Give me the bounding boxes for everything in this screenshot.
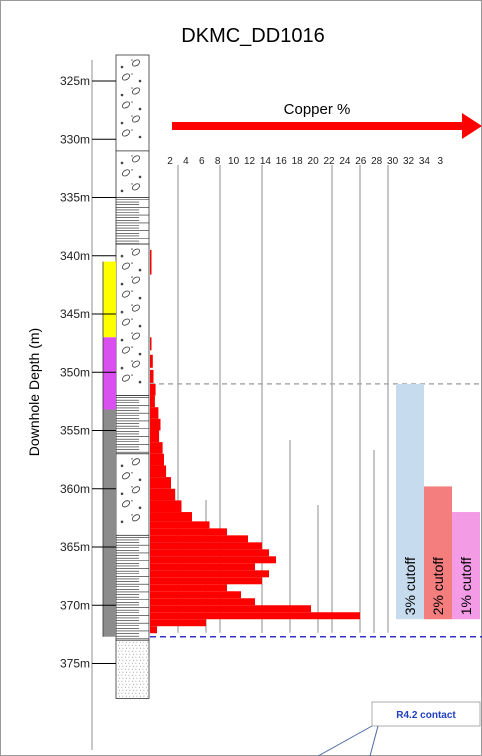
cutoff-bar — [396, 383, 424, 620]
copper-bar — [150, 521, 210, 529]
copper-bar — [150, 430, 160, 443]
copper-profile — [150, 249, 360, 634]
lithology-unit — [115, 150, 150, 198]
x-tick-label: 28 — [371, 156, 383, 167]
copper-bar — [150, 570, 269, 578]
copper-bar — [150, 249, 152, 262]
y-tick-label: 375m — [60, 657, 90, 671]
callout-line — [317, 725, 373, 756]
contact-label-box — [371, 701, 481, 727]
copper-bar — [150, 465, 167, 478]
lithology-unit — [115, 453, 150, 536]
x-tick-label: 12 — [244, 156, 256, 167]
domain-bar — [102, 261, 116, 637]
cutoff-bars: 3% cutoff 2% cutoff 1% cutoff — [396, 383, 480, 620]
y-tick-label: 355m — [60, 424, 90, 438]
lithology-unit — [115, 243, 150, 396]
cutoff-bar — [452, 512, 480, 620]
x-tick-label: 4 — [183, 156, 189, 167]
x-tick-label: 26 — [355, 156, 367, 167]
copper-bar — [150, 556, 276, 564]
depth-axis: 325m 330m 335m 340m 345m 350m 355m 360m 365m 370m… — [60, 60, 116, 750]
y-tick-label: 365m — [60, 540, 90, 554]
y-tick-label: 350m — [60, 365, 90, 379]
x-tick-label: 3 — [438, 156, 444, 167]
lithology-column — [115, 54, 150, 699]
y-tick-label: 345m — [60, 307, 90, 321]
lithology-unit — [115, 197, 150, 245]
copper-bar — [150, 549, 269, 557]
cutoff-label: 3% cutoff — [402, 557, 418, 615]
lithology-unit — [115, 54, 150, 152]
copper-bar — [150, 407, 159, 419]
contact-label: R4.2 contact — [396, 710, 456, 721]
copper-bar — [150, 584, 227, 592]
domain-segment — [103, 409, 116, 637]
copper-bar — [150, 619, 206, 627]
x-tick-label: 22 — [323, 156, 335, 167]
copper-bar — [150, 488, 176, 501]
copper-bar — [150, 369, 154, 383]
copper-arrow-icon — [172, 113, 482, 139]
copper-bar — [150, 605, 311, 613]
copper-bar — [150, 542, 262, 550]
y-axis-label: Downhole Depth (m) — [26, 328, 42, 456]
copper-bar — [150, 626, 157, 634]
chart-title: DKMC_DD1016 — [181, 25, 324, 47]
lithology-unit — [115, 534, 150, 641]
x-tick-label: 6 — [199, 156, 205, 167]
cutoff-bar — [424, 486, 452, 620]
x-tick-label: 32 — [403, 156, 415, 167]
lithology-unit — [115, 639, 150, 699]
copper-bar — [150, 354, 153, 368]
y-tick-label: 370m — [60, 598, 90, 612]
x-tick-label: 34 — [419, 156, 431, 167]
copper-bar — [150, 453, 164, 466]
y-tick-label: 325m — [60, 74, 90, 88]
y-tick-label: 330m — [60, 132, 90, 146]
copper-bar — [150, 261, 152, 275]
domain-segment — [103, 261, 116, 338]
copper-bar — [150, 477, 171, 489]
y-tick-label: 335m — [60, 191, 90, 205]
copper-bar — [150, 337, 152, 351]
y-tick-label: 340m — [60, 249, 90, 263]
copper-bar — [150, 612, 360, 620]
copper-bar — [150, 418, 161, 431]
callout-line — [369, 725, 379, 756]
copper-bar — [150, 563, 255, 571]
copper-bar — [150, 395, 155, 408]
copper-bar — [150, 442, 163, 454]
x-tick-label: 16 — [276, 156, 288, 167]
copper-axis-ticks: 2 4 6 8 10 12 14 16 18 20 22 24 26 28 30 32 34 3 — [167, 156, 443, 167]
cutoff-label: 2% cutoff — [430, 557, 446, 615]
copper-bar — [150, 500, 182, 513]
cutoff-label: 1% cutoff — [458, 557, 474, 615]
x-tick-label: 14 — [260, 156, 272, 167]
copper-bar — [150, 535, 248, 543]
x-tick-label: 24 — [339, 156, 351, 167]
copper-bar — [150, 591, 241, 599]
contact-annotation: R4.2 contact — [150, 635, 482, 756]
x-tick-label: 18 — [292, 156, 304, 167]
copper-bar — [150, 383, 156, 396]
copper-bar — [150, 577, 262, 585]
copper-bar — [150, 598, 255, 606]
domain-segment — [103, 337, 116, 410]
x-tick-label: 20 — [308, 156, 320, 167]
x-tick-label: 10 — [228, 156, 240, 167]
x-tick-label: 30 — [387, 156, 399, 167]
y-tick-label: 360m — [60, 482, 90, 496]
x-tick-label: 2 — [167, 156, 173, 167]
copper-bar — [150, 528, 227, 536]
lithology-unit — [115, 395, 150, 455]
copper-bar — [150, 512, 192, 522]
x-tick-label: 8 — [215, 156, 221, 167]
x-axis-label: Copper % — [284, 101, 351, 118]
